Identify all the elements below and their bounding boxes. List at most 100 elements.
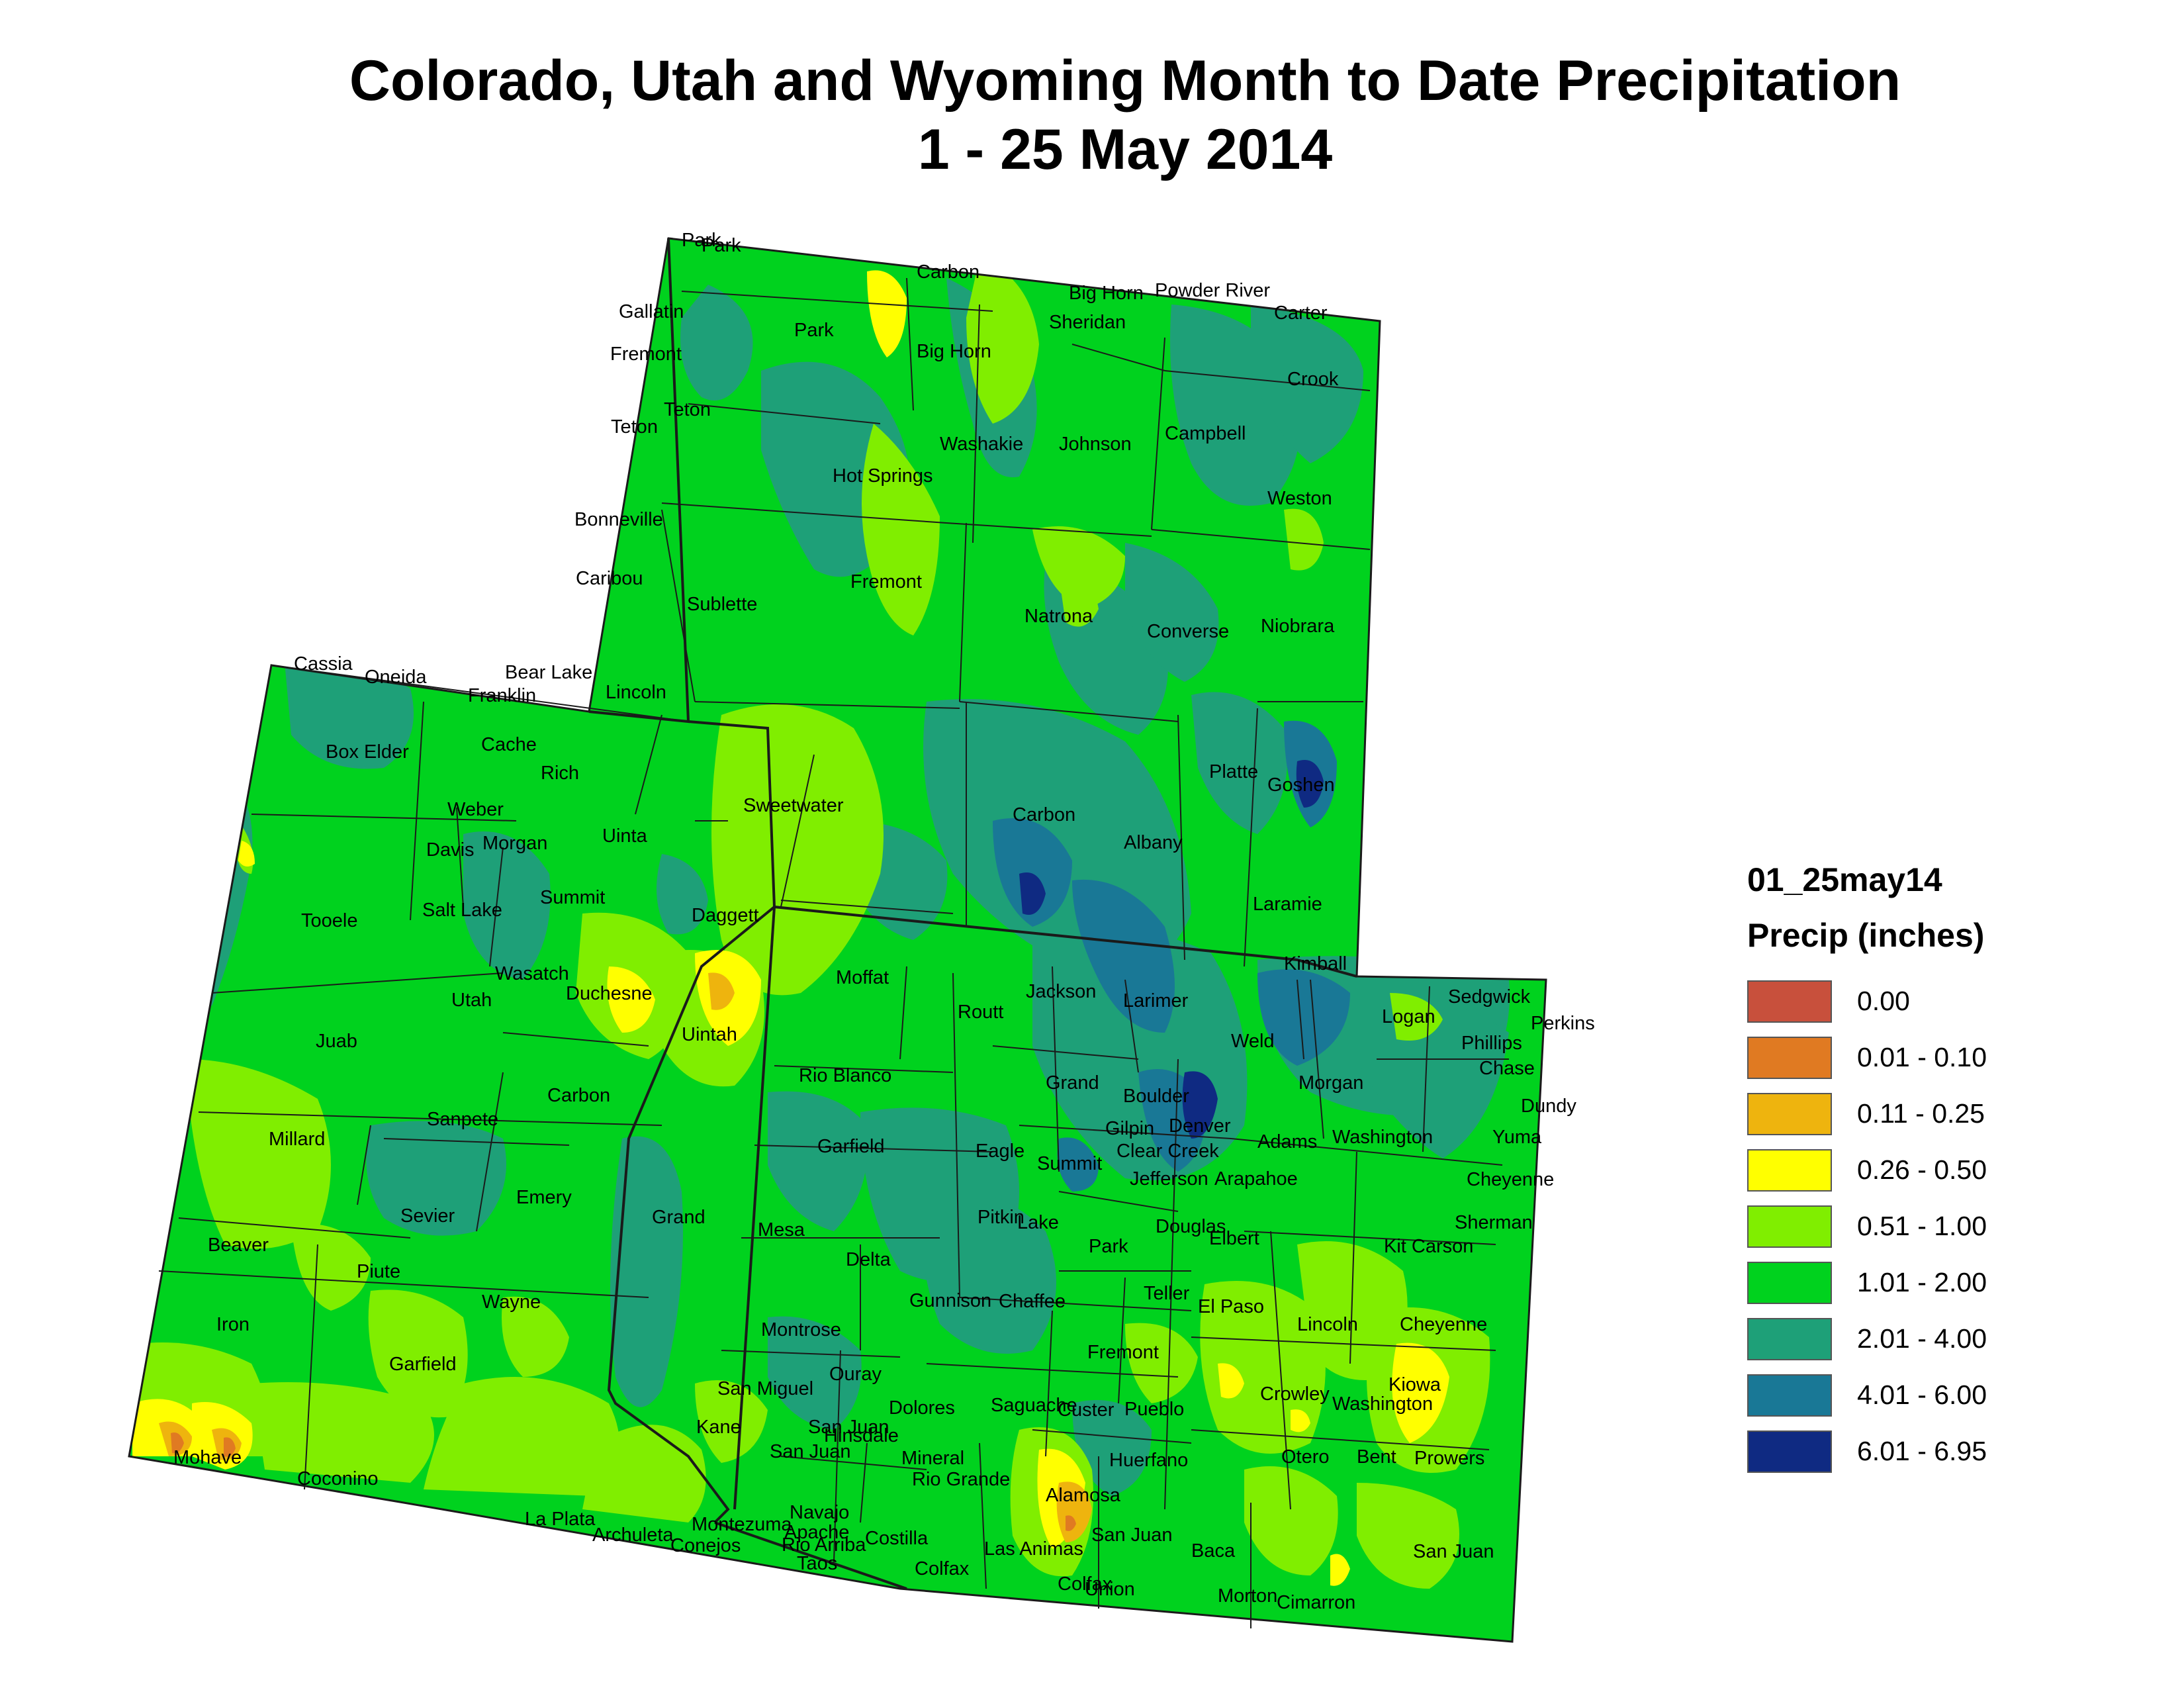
county-label: Conejos [670, 1535, 741, 1556]
county-border [661, 509, 696, 702]
county-label: San Juan [1091, 1524, 1173, 1546]
county-label: Jackson [1026, 981, 1096, 1002]
county-label: Navajo [790, 1502, 849, 1523]
precip-zone [1072, 879, 1175, 1033]
county-border [926, 1363, 1179, 1378]
legend-swatch [1747, 1036, 1832, 1079]
precip-zone [1059, 575, 1099, 627]
county-label: Goshen [1267, 774, 1335, 796]
region-outline [128, 237, 1547, 1643]
county-label: Dolores [889, 1397, 955, 1419]
county-label: Converse [1147, 621, 1229, 642]
county-border [1164, 370, 1371, 391]
county-border [1191, 1429, 1490, 1450]
county-border [383, 1138, 570, 1146]
county-border [410, 701, 424, 921]
legend-item: 4.01 - 6.00 [1747, 1367, 2118, 1423]
county-label: Carbon [547, 1085, 610, 1106]
county-label: Teller [1144, 1283, 1190, 1304]
county-label: Laramie [1253, 894, 1322, 915]
county-label: Mesa [758, 1219, 805, 1241]
county-border [1052, 966, 1060, 1172]
precip-zone [1357, 1483, 1459, 1589]
county-border [1244, 1231, 1496, 1245]
precip-zone [285, 661, 414, 769]
county-label: Teton [611, 416, 658, 438]
county-border [1045, 1310, 1053, 1457]
county-label: Albany [1124, 832, 1183, 853]
precip-zone [1244, 1466, 1338, 1575]
legend-swatch [1747, 1205, 1832, 1248]
county-label: Sanpete [427, 1109, 498, 1130]
county-label: Carbon [1013, 804, 1075, 825]
precip-zone [185, 1059, 331, 1249]
precip-zone [1032, 526, 1125, 609]
county-border [681, 291, 993, 312]
county-label: Millard [269, 1129, 325, 1150]
legend-label: 0.11 - 0.25 [1857, 1098, 1985, 1129]
precip-zone [1357, 993, 1509, 1158]
county-border [780, 900, 954, 914]
county-border [899, 966, 907, 1060]
county-label: Salt Lake [422, 900, 502, 921]
county-label: Uintah [682, 1024, 737, 1045]
county-label: Union [1085, 1579, 1135, 1600]
county-label: Sublette [687, 594, 757, 615]
county-label: Alamosa [1046, 1485, 1121, 1506]
county-label: Carter [1274, 303, 1328, 324]
precip-zone [171, 1432, 184, 1454]
county-border [1151, 337, 1165, 530]
county-label: Uinta [602, 825, 648, 847]
county-label: Gallatin [619, 301, 684, 322]
legend-item: 2.01 - 4.00 [1747, 1311, 2118, 1367]
county-label: Sedgwick [1448, 986, 1531, 1008]
legend-items: 0.00 0.01 - 0.10 0.11 - 0.25 0.26 - 0.50 0.5… [1747, 973, 2118, 1479]
county-label: Park [702, 235, 741, 256]
county-border [952, 972, 960, 1298]
precip-zone [424, 1377, 619, 1496]
county-border [946, 522, 1152, 537]
county-label: Beaver [208, 1235, 269, 1256]
county-label: Ouray [829, 1364, 882, 1385]
precip-zone [1057, 1137, 1099, 1192]
county-label: Arapahoe [1214, 1168, 1298, 1190]
legend-units: Precip (inches) [1747, 917, 1985, 954]
county-label: Niobrara [1261, 616, 1335, 637]
county-border [158, 1270, 649, 1298]
map-title: Colorado, Utah and Wyoming Month to Date… [0, 46, 2184, 184]
county-label: Larimer [1123, 990, 1189, 1011]
legend-item: 0.51 - 1.00 [1747, 1198, 2118, 1254]
precip-zone [867, 270, 907, 357]
legend-label: 2.01 - 4.00 [1857, 1323, 1987, 1354]
county-border [959, 701, 1179, 722]
county-label: Custer [1058, 1399, 1115, 1421]
county-label: San Juan [808, 1417, 889, 1438]
county-label: Fremont [850, 571, 922, 592]
precip-zone [1191, 692, 1287, 834]
county-label: Davis [426, 839, 475, 861]
county-border [833, 1350, 841, 1563]
county-label: Otero [1281, 1446, 1330, 1468]
county-label: Kimball [1284, 953, 1347, 974]
legend-swatch [1747, 1430, 1832, 1473]
county-label: Tooele [301, 910, 357, 931]
county-border [992, 1045, 1139, 1060]
county-border [694, 701, 960, 709]
county-label: Powder River [1155, 280, 1270, 301]
county-border [502, 1032, 649, 1047]
county-label: Adams [1257, 1131, 1317, 1152]
county-label: Iron [216, 1314, 250, 1335]
county-label: Huerfano [1109, 1450, 1188, 1471]
county-label: Lake [1017, 1212, 1059, 1233]
title-line-2: 1 - 25 May 2014 [917, 118, 1333, 181]
county-label: Cheyenne [1400, 1314, 1487, 1335]
legend-swatch [1747, 1317, 1832, 1360]
county-border [271, 665, 689, 722]
county-border [1422, 986, 1430, 1152]
county-label: Bear Lake [505, 662, 592, 683]
legend-layer-name: 01_25may14 [1747, 861, 1942, 898]
county-label: Sherman [1455, 1212, 1533, 1233]
county-label: San Juan [770, 1441, 851, 1462]
county-border [178, 1217, 411, 1239]
county-border [754, 1145, 993, 1152]
